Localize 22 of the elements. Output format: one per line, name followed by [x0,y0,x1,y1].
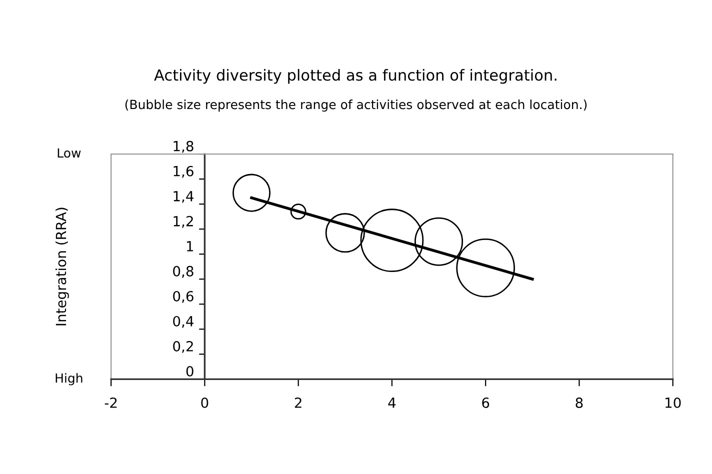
chart-title: Activity diversity plotted as a function of integration. [154,68,556,84]
y-tick-label: 0 [186,366,194,377]
y-tick-label: 0,6 [173,290,194,303]
y-tick-label: 0,4 [173,316,194,328]
y-tick-label: 0,2 [173,340,193,353]
y-tick-label: 1,2 [174,216,193,228]
x-tick-label: 2 [294,398,302,408]
y-tick-label: 0,8 [173,266,194,278]
x-tick-label: 4 [388,398,396,408]
chart-subtitle: (Bubble size represents the range of activities observed at each location.) [125,100,587,112]
text: High [56,373,82,386]
y-tick-label: 1 [186,241,193,252]
x-tick-label: -2 [104,398,117,408]
x-tick-label: 8 [576,398,583,408]
x-tick-label: 10 [666,398,681,408]
y-tick-label: 1,6 [174,166,194,178]
x-tick-label: 0 [201,398,208,408]
x-tick-label: 6 [482,398,490,408]
y-tick-label: 1,8 [174,140,194,153]
y-axis-title: Integration (RRA) [56,208,69,326]
text: Low [58,148,81,158]
y-tick-label: 1,4 [174,191,194,203]
